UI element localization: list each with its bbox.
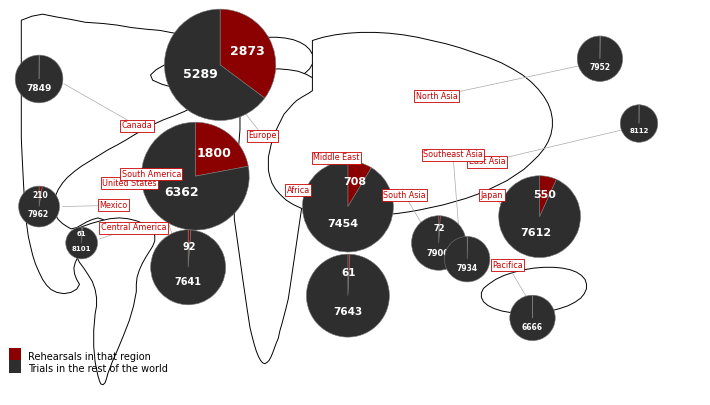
Text: Trials in the rest of the world: Trials in the rest of the world [28,364,168,374]
Text: Middle East: Middle East [313,153,360,162]
Text: Japan: Japan [481,191,503,200]
Text: Central America: Central America [101,223,166,232]
Text: Canada: Canada [121,121,153,130]
Text: South America: South America [121,170,181,179]
Bar [9,347,21,360]
Polygon shape [239,37,314,81]
Text: Southeast Asia: Southeast Asia [423,150,483,159]
Polygon shape [268,32,552,216]
Polygon shape [21,14,199,294]
Polygon shape [234,69,328,364]
Polygon shape [481,267,586,313]
Text: Mexico: Mexico [99,201,128,210]
Text: South Asia: South Asia [383,191,426,200]
Text: Europe: Europe [248,131,277,140]
Text: United States: United States [102,179,156,188]
Text: North Asia: North Asia [416,92,457,101]
Text: Pacifica: Pacifica [492,261,523,270]
Text: East Asia: East Asia [469,158,506,166]
Bar [9,360,21,373]
Text: Rehearsals in that region: Rehearsals in that region [28,352,151,362]
Text: Africa: Africa [287,186,310,195]
Polygon shape [74,218,155,385]
